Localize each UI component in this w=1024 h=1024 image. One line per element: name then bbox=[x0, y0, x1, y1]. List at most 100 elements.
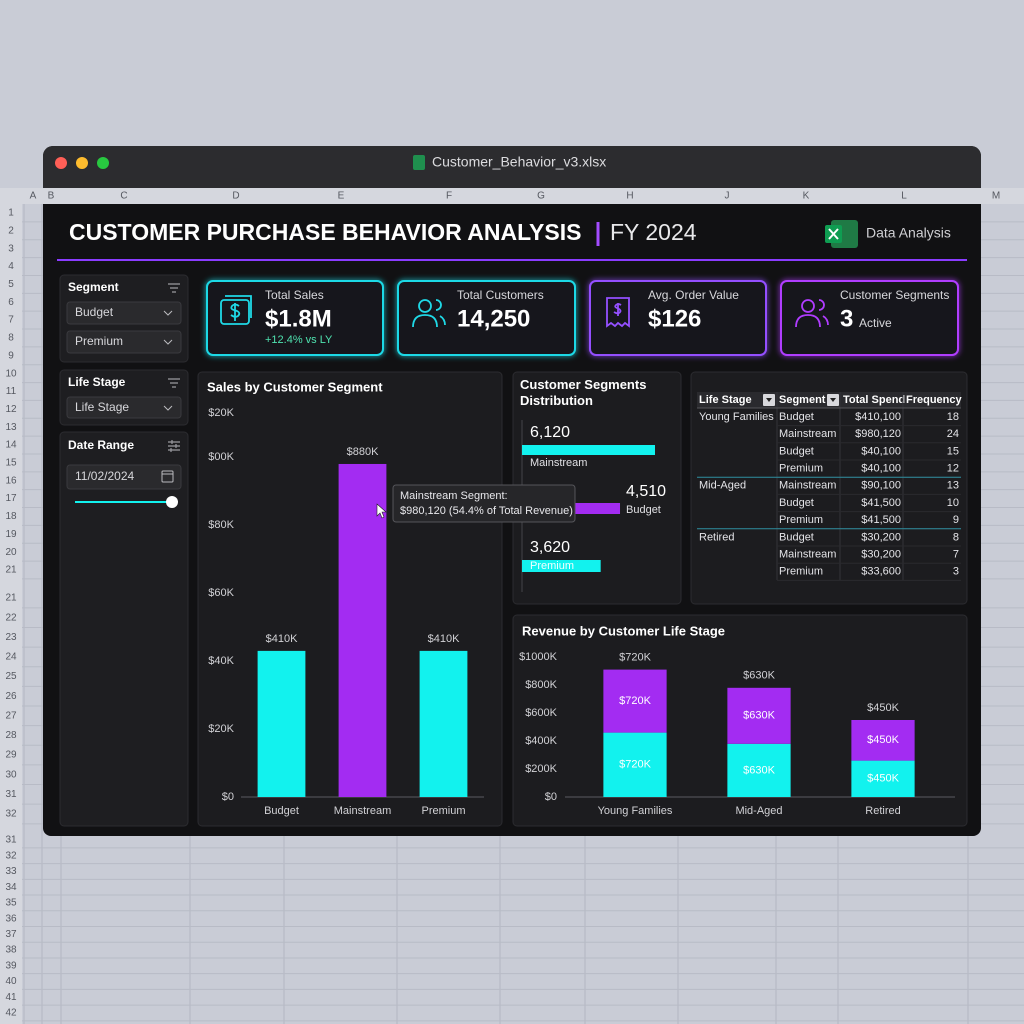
filter-label: Life Stage bbox=[68, 375, 126, 389]
y-tick-label: $400K bbox=[525, 735, 557, 747]
y-tick-label: $40K bbox=[208, 655, 234, 667]
table-cell: $980,120 bbox=[855, 428, 901, 440]
title-bar bbox=[43, 170, 981, 188]
charts: $0 $20K $40K $60K $80K $00K $20K $410K Budget $88… bbox=[208, 407, 955, 817]
filter-label: Segment bbox=[68, 280, 119, 294]
receipt-icon bbox=[606, 297, 630, 328]
header-filter-arrow bbox=[830, 398, 836, 402]
table-cell: 18 bbox=[947, 411, 959, 423]
row-number: 36 bbox=[5, 913, 17, 924]
money-icon bbox=[225, 295, 252, 318]
cursor bbox=[376, 503, 387, 519]
row-number: 38 bbox=[5, 945, 17, 956]
filter-icon[interactable] bbox=[168, 283, 180, 293]
date-picker[interactable] bbox=[66, 464, 182, 490]
bar-segment bbox=[727, 743, 791, 797]
table-cell: Young Families bbox=[699, 411, 774, 423]
calendar-icon bbox=[161, 470, 174, 483]
data-label: $720K bbox=[619, 695, 651, 707]
column-letter: E bbox=[338, 191, 345, 202]
row-number: 9 bbox=[8, 350, 14, 361]
bar-segment bbox=[603, 732, 667, 797]
dashboard-subtitle: FY 2024 bbox=[610, 219, 697, 245]
settings-icon[interactable] bbox=[168, 440, 180, 452]
chart-title: Sales by Customer Segment bbox=[207, 379, 383, 394]
data-label: $630K bbox=[743, 764, 775, 776]
date-value: 11/02/2024 bbox=[75, 469, 134, 483]
row-number: 19 bbox=[5, 529, 17, 540]
row-number: 4 bbox=[8, 261, 14, 272]
total-label: $630K bbox=[743, 670, 775, 682]
filter-icon[interactable] bbox=[168, 378, 180, 388]
slider-knob[interactable] bbox=[166, 496, 178, 508]
bar bbox=[419, 650, 468, 797]
row-number: 2 bbox=[8, 225, 14, 236]
y-tick-label: $20K bbox=[208, 723, 234, 735]
kpi-note: +12.4% vs LY bbox=[265, 334, 333, 346]
row-number: 32 bbox=[5, 850, 17, 861]
table-cell: 12 bbox=[947, 463, 959, 475]
data-table: Life Stage Segment Total Spend Frequency You… bbox=[697, 392, 963, 581]
table-cell: Budget bbox=[779, 497, 814, 509]
chevron bbox=[163, 405, 173, 411]
table-cell: $41,500 bbox=[861, 497, 901, 509]
column-header: Segment bbox=[779, 394, 826, 406]
kpi-label: Total Customers bbox=[457, 288, 544, 302]
tooltip-text: $980,120 (54.4% of Total Revenue) bbox=[400, 505, 573, 517]
y-tick-label: $200K bbox=[525, 763, 557, 775]
bar bbox=[522, 445, 655, 455]
column-letter: K bbox=[803, 191, 810, 202]
row-number: 27 bbox=[5, 710, 17, 721]
y-tick-label: $600K bbox=[525, 707, 557, 719]
column-letter: C bbox=[120, 191, 127, 202]
total-label: $720K bbox=[619, 652, 651, 664]
y-tick-label: $1000K bbox=[519, 651, 558, 663]
row-number: 22 bbox=[5, 612, 17, 623]
data-label: $450K bbox=[867, 734, 899, 746]
minimize-button[interactable] bbox=[76, 157, 88, 169]
column-letter: M bbox=[992, 191, 1000, 202]
table-cell: $410,100 bbox=[855, 411, 901, 423]
y-tick-label: $0 bbox=[222, 791, 234, 803]
zoom-button[interactable] bbox=[97, 157, 109, 169]
y-tick-label: $800K bbox=[525, 679, 557, 691]
data-label: $720K bbox=[619, 759, 651, 771]
header-filter-arrow bbox=[766, 398, 772, 402]
row-number: 3 bbox=[8, 243, 14, 254]
row-number: 34 bbox=[5, 882, 17, 893]
x-tick-label: Budget bbox=[264, 805, 299, 817]
receipt-icon bbox=[613, 303, 622, 316]
chevron bbox=[163, 339, 173, 345]
chevron bbox=[163, 310, 173, 316]
people-icon bbox=[801, 299, 815, 313]
file-icon bbox=[413, 155, 425, 170]
column-header: Frequency bbox=[906, 394, 963, 406]
dropdown[interactable] bbox=[66, 301, 182, 325]
column-letter: A bbox=[30, 191, 37, 202]
table-cell: Budget bbox=[779, 531, 814, 543]
y-tick-label: $00K bbox=[208, 451, 234, 463]
dropdown[interactable] bbox=[66, 396, 182, 419]
column-header bbox=[0, 188, 1024, 204]
kpi-icons bbox=[220, 295, 829, 328]
chart-title: Revenue by Customer Life Stage bbox=[522, 623, 725, 638]
data-label: $880K bbox=[347, 446, 379, 458]
tooltip bbox=[392, 484, 576, 523]
row-number: 28 bbox=[5, 730, 17, 741]
table-cell: Budget bbox=[779, 445, 814, 457]
table-cell: 13 bbox=[947, 480, 959, 492]
dropdown[interactable] bbox=[66, 330, 182, 354]
table-cell: $40,100 bbox=[861, 463, 901, 475]
kpi-note: Active bbox=[859, 316, 892, 330]
y-tick-label: $0 bbox=[545, 791, 557, 803]
kpi-label: Total Sales bbox=[265, 288, 324, 302]
badge: Data Analysis bbox=[866, 225, 951, 241]
dropdown-value: Budget bbox=[75, 305, 114, 319]
row-number: 11 bbox=[6, 386, 17, 397]
dropdown-value: Premium bbox=[75, 334, 123, 348]
row-number: 39 bbox=[5, 960, 17, 971]
bar-segment bbox=[727, 687, 791, 744]
close-button[interactable] bbox=[55, 157, 67, 169]
column-letter: D bbox=[232, 191, 239, 202]
